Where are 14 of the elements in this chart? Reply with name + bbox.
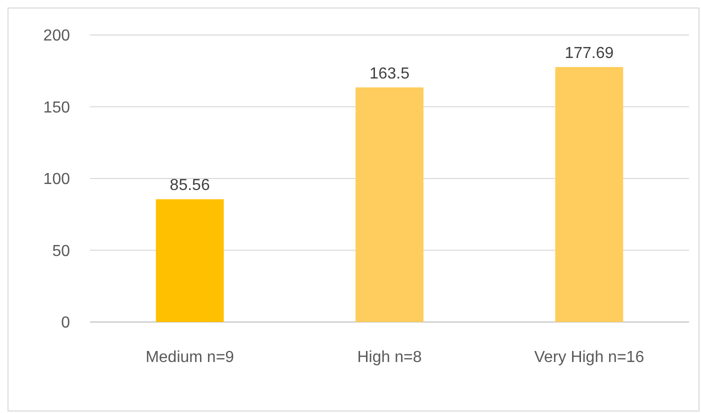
x-tick-label: Medium n=9	[146, 349, 234, 366]
x-tick-label: High n=8	[357, 349, 422, 366]
data-label: 163.5	[369, 65, 410, 82]
y-tick-label: 200	[43, 28, 70, 45]
y-tick-label: 0	[61, 314, 70, 332]
data-label: 177.69	[564, 45, 614, 62]
bar	[356, 87, 424, 322]
bar	[156, 199, 224, 322]
y-tick-label: 150	[43, 99, 70, 116]
x-tick-label: Very High n=16	[534, 349, 644, 366]
data-label: 85.56	[170, 177, 210, 194]
bar	[555, 67, 624, 322]
y-tick-label: 100	[43, 171, 70, 188]
y-tick-label: 50	[52, 242, 70, 260]
